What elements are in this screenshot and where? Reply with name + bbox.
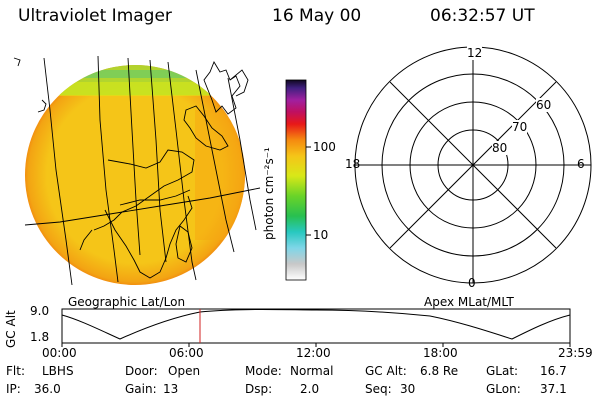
info-gcalt-val: 6.8 Re [420, 364, 459, 378]
time-tick-1200: 12:00 [296, 346, 331, 360]
info-gain-key: Gain: [125, 382, 157, 396]
info-seq-val: 30 [400, 382, 416, 396]
info-glat-val: 16.7 [540, 364, 567, 378]
gc-alt-axis-label: GC Alt [4, 310, 18, 348]
info-dsp-key: Dsp: [245, 382, 273, 396]
info-ip-val: 36.0 [34, 382, 61, 396]
colorbar-unit-label: photon cm⁻²s⁻¹ [262, 147, 276, 240]
coastline-outlines [13, 57, 249, 279]
info-mode-key: Mode: [245, 364, 282, 378]
info-gain-val: 13 [163, 382, 179, 396]
info-flt-key: Flt: [6, 364, 25, 378]
instrument-title: Ultraviolet Imager [18, 6, 172, 26]
gc-alt-tick-max: 9.0 [30, 304, 50, 318]
info-ip-key: IP: [6, 382, 21, 396]
mlt-label-6: 6 [577, 157, 585, 171]
color-scale-bar [285, 79, 311, 281]
colorbar-tick-10: 10 [313, 228, 329, 242]
apex-caption: Apex MLat/MLT [424, 295, 514, 309]
gc-alt-tick-min: 1.8 [30, 330, 50, 344]
info-door-key: Door: [125, 364, 158, 378]
time-tick-0600: 06:00 [169, 346, 204, 360]
info-mode-val: Normal [290, 364, 334, 378]
info-glon-key: GLon: [486, 382, 521, 396]
geographic-caption: Geographic Lat/Lon [68, 295, 186, 309]
info-door-val: Open [168, 364, 201, 378]
mlat-label-80: 80 [492, 141, 508, 155]
observation-time: 06:32:57 UT [430, 6, 535, 26]
mlat-label-60: 60 [536, 98, 552, 112]
info-gcalt-key: GC Alt: [365, 364, 407, 378]
time-tick-0000: 00:00 [42, 346, 77, 360]
mlt-label-0: 0 [468, 276, 476, 290]
mlat-label-70: 70 [512, 120, 528, 134]
polar-mlat-mlt-grid [354, 46, 592, 284]
gc-altitude-plot [61, 308, 571, 347]
mlt-label-12: 12 [467, 46, 483, 60]
time-tick-1800: 18:00 [423, 346, 458, 360]
geographic-grid [24, 55, 261, 286]
observation-date: 16 May 00 [272, 6, 362, 26]
mlt-label-18: 18 [345, 157, 361, 171]
info-seq-key: Seq: [365, 382, 392, 396]
info-glon-val: 37.1 [540, 382, 567, 396]
info-flt-val: LBHS [42, 364, 74, 378]
time-tick-2359: 23:59 [558, 346, 593, 360]
info-glat-key: GLat: [486, 364, 519, 378]
colorbar-tick-100: 100 [313, 140, 336, 154]
info-dsp-val: 2.0 [300, 382, 320, 396]
